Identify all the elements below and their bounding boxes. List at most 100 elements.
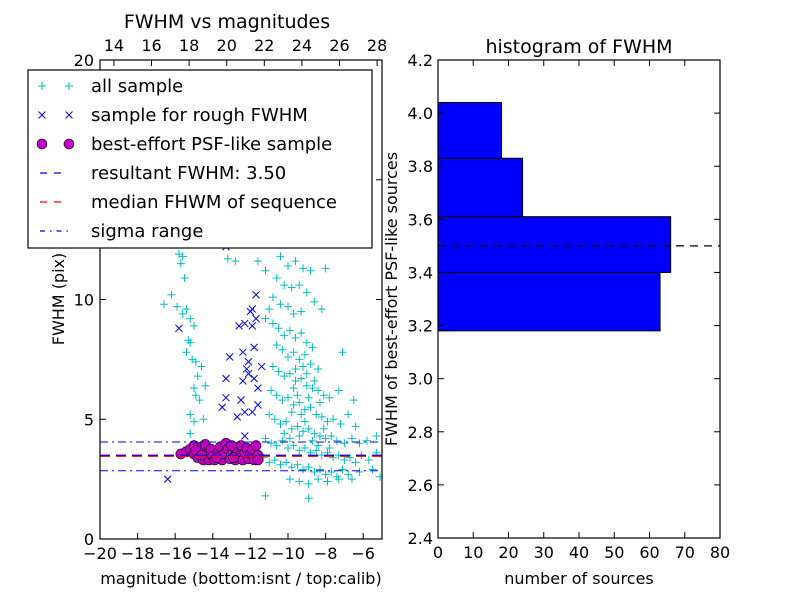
all-sample-point — [231, 257, 240, 266]
legend-label: sigma range — [91, 221, 203, 242]
all-sample-point — [173, 302, 182, 311]
rough-sample-point — [240, 408, 249, 416]
scatter-title: FWHM vs magnitudes — [124, 11, 330, 33]
all-sample-point — [355, 467, 364, 476]
all-sample-point — [291, 364, 300, 373]
all-sample-point — [329, 415, 338, 424]
all-sample-point — [302, 288, 311, 297]
scatter-xtick-label: −10 — [271, 544, 305, 563]
all-sample-point — [280, 281, 289, 290]
all-sample-point — [261, 434, 270, 443]
rough-sample-point — [248, 321, 257, 330]
all-sample-point — [265, 305, 274, 314]
all-sample-point — [351, 422, 360, 431]
all-sample-point — [306, 266, 315, 275]
all-sample-point — [310, 376, 319, 385]
all-sample-point — [190, 321, 198, 330]
rough-sample-point — [237, 396, 245, 404]
all-sample-point — [278, 345, 287, 354]
scatter-plot-area — [159, 242, 382, 503]
scatter-top-xtick-label: 22 — [254, 36, 274, 55]
all-sample-point — [295, 446, 304, 455]
rough-sample-point — [240, 319, 249, 328]
all-sample-point — [321, 434, 330, 443]
all-sample-point — [278, 396, 287, 405]
histogram-ytick-label: 3.0 — [408, 370, 433, 389]
histogram-xtick-label: 70 — [675, 543, 695, 562]
scatter-xtick-label: −6 — [351, 544, 375, 563]
all-sample-point — [289, 309, 298, 318]
scatter-ytick-label: 0 — [84, 530, 94, 549]
all-sample-point — [289, 348, 298, 357]
all-sample-point — [291, 333, 300, 342]
all-sample-point — [306, 360, 315, 369]
all-sample-point — [289, 384, 298, 393]
all-sample-point — [308, 384, 317, 393]
legend-plus-icon — [38, 82, 46, 90]
all-sample-point — [299, 427, 308, 436]
all-sample-point — [180, 273, 189, 282]
all-sample-point — [289, 400, 298, 409]
all-sample-point — [349, 396, 358, 405]
all-sample-point — [325, 393, 334, 402]
scatter-xtick-label: −12 — [234, 544, 268, 563]
all-sample-point — [368, 465, 377, 474]
all-sample-point — [278, 436, 287, 445]
legend-label: all sample — [91, 76, 183, 97]
histogram-panel: histogram of FWHM 0 10 20 30 40 50 60 70 80 2.4 2.… — [382, 36, 730, 588]
all-sample-point — [304, 494, 313, 503]
scatter-ytick-label: 5 — [84, 410, 94, 429]
all-sample-point — [195, 396, 204, 405]
psf-sample-point — [211, 452, 222, 463]
rough-sample-point — [252, 314, 260, 323]
histogram-bars — [437, 101, 672, 332]
all-sample-point — [334, 386, 343, 395]
all-sample-point — [325, 443, 334, 452]
all-sample-point — [347, 475, 356, 484]
all-sample-point — [182, 305, 191, 314]
all-sample-point — [300, 350, 309, 359]
all-sample-point — [284, 352, 292, 361]
all-sample-point — [178, 309, 187, 318]
all-sample-point — [317, 305, 326, 314]
all-sample-point — [272, 441, 281, 450]
all-sample-point — [295, 432, 304, 441]
rough-sample-point — [218, 403, 227, 412]
all-sample-point — [197, 362, 206, 371]
all-sample-point — [289, 441, 298, 450]
all-sample-point — [284, 393, 292, 402]
all-sample-point — [338, 348, 347, 357]
all-sample-point — [270, 455, 279, 464]
scatter-top-xtick-label: 16 — [141, 36, 161, 55]
rough-sample-point — [225, 353, 234, 361]
all-sample-point — [315, 432, 324, 441]
histogram-ytick-label: 2.8 — [408, 423, 433, 442]
all-sample-point — [319, 391, 328, 400]
all-sample-point — [191, 357, 200, 366]
scatter-ytick-label: 10 — [74, 291, 94, 310]
rough-sample-point — [254, 401, 262, 409]
all-sample-point — [285, 475, 294, 484]
all-sample-point — [346, 453, 355, 462]
histogram-xtick-label: 10 — [463, 543, 483, 562]
all-sample-point — [190, 384, 198, 393]
histogram-xtick-label: 0 — [433, 543, 443, 562]
legend-label: best-effort PSF-like sample — [91, 134, 332, 155]
histogram-xtick-label: 80 — [710, 543, 730, 562]
legend-cross-icon — [38, 111, 46, 119]
all-sample-point — [285, 326, 294, 335]
all-sample-point — [300, 443, 309, 452]
histogram-ytick-label: 2.6 — [408, 476, 433, 495]
scatter-panel: FWHM vs magnitudes −20 −18 −16 −14 −12 −10 −8−… — [27, 11, 387, 588]
legend-entry: median FHWM of sequence — [40, 192, 337, 213]
all-sample-point — [376, 472, 382, 481]
reference-lines — [100, 441, 382, 472]
scatter-xtick-label: −18 — [121, 544, 155, 563]
all-sample-point — [314, 364, 323, 373]
all-sample-point — [284, 302, 292, 311]
all-sample-point — [291, 376, 300, 385]
all-sample-point — [304, 479, 313, 488]
all-sample-point — [176, 259, 185, 268]
all-sample-point — [282, 458, 291, 467]
